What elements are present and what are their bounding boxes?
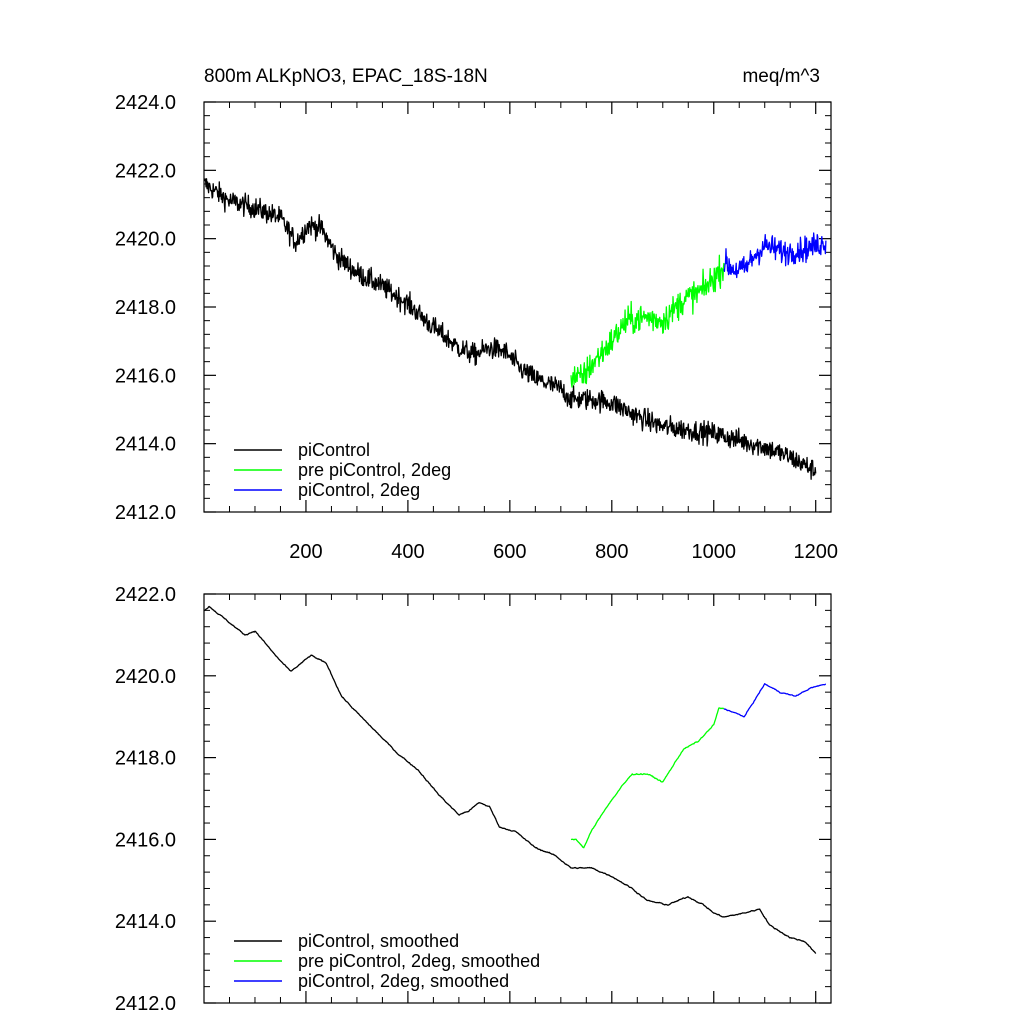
x-tick-label: 600 (493, 541, 526, 563)
legend-label: pre piControl, 2deg (298, 460, 451, 480)
y-tick-label: 2412.0 (115, 502, 176, 524)
y-tick-label: 2414.0 (115, 911, 176, 933)
legend-label: pre piControl, 2deg, smoothed (298, 951, 540, 971)
legend-label: piControl, 2deg (298, 480, 420, 500)
y-tick-label: 2416.0 (115, 365, 176, 387)
x-tick-label: 200 (289, 541, 322, 563)
y-tick-label: 2414.0 (115, 434, 176, 456)
x-tick-label: 1000 (692, 541, 737, 563)
x-tick-label: 400 (391, 541, 424, 563)
x-tick-label: 1200 (793, 541, 838, 563)
bottom-panel-smoothed: 2412.0 2414.0 2416.0 2418.0 2420.0 2422.0 piCo… (115, 584, 832, 1015)
chart-units: meq/m^3 (742, 66, 820, 87)
x-tick-label: 800 (595, 541, 628, 563)
legend-label: piControl, smoothed (298, 931, 459, 951)
series-line-3 (723, 683, 827, 718)
chart-title: 800m ALKpNO3, EPAC_18S-18N (204, 66, 488, 87)
y-tick-label: 2422.0 (115, 160, 176, 182)
series-line-2 (570, 707, 725, 849)
series-line-1 (203, 178, 817, 480)
top-panel-raw: 2412.0 2414.0 2416.0 2418.0 2420.0 2422.0 2424… (115, 92, 838, 563)
legend-label: piControl (298, 440, 370, 460)
y-tick-label: 2422.0 (115, 584, 176, 606)
y-tick-label: 2412.0 (115, 993, 176, 1015)
series-line-1 (204, 605, 817, 954)
y-tick-label: 2418.0 (115, 297, 176, 319)
y-tick-label: 2420.0 (115, 229, 176, 251)
y-tick-label: 2424.0 (115, 92, 176, 114)
y-tick-label: 2420.0 (115, 666, 176, 688)
series-line-3 (723, 232, 827, 279)
series-line-2 (570, 254, 725, 388)
y-tick-label: 2418.0 (115, 748, 176, 770)
plot-frame (203, 593, 832, 1004)
legend-label: piControl, 2deg, smoothed (298, 971, 509, 991)
y-tick-label: 2416.0 (115, 829, 176, 851)
